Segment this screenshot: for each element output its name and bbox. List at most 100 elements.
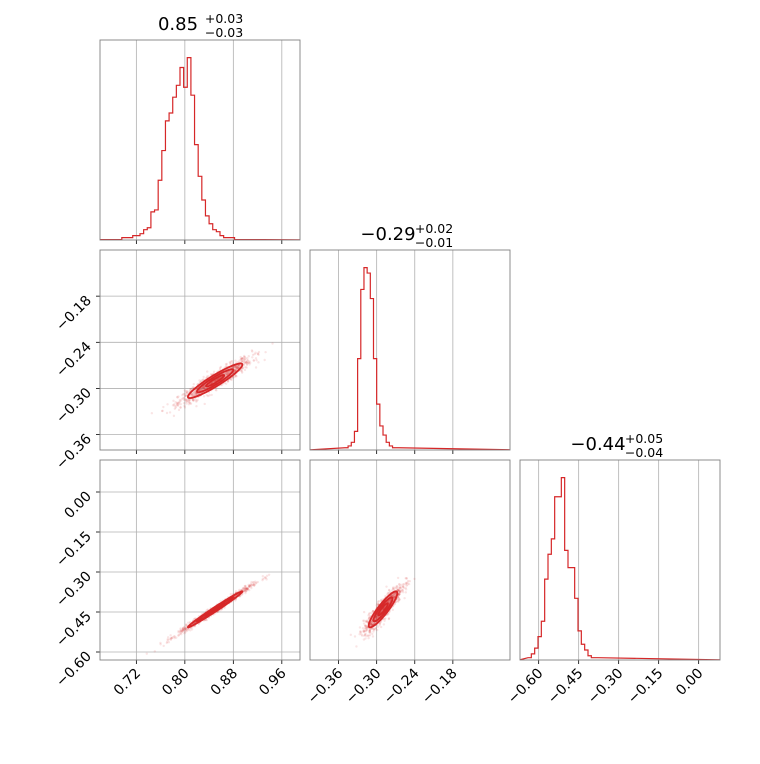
scatter-point [252,581,255,584]
scatter-point [180,397,184,401]
scatter-point [254,580,257,583]
scatter-point [182,398,186,402]
y-tick-label: −0.60 [53,649,95,691]
scatter-point [247,586,250,589]
scatter-point [391,593,395,596]
scatter-point [185,624,188,627]
scatter-point [186,399,189,402]
scatter-point [243,587,246,590]
scatter-point [413,577,416,581]
panel-content [520,477,720,660]
scatter-point [161,409,164,413]
scatter-point [261,578,264,582]
scatter-point [370,627,373,630]
scatter-point [254,582,258,585]
scatter-point [252,359,255,362]
scatter-point [370,623,373,626]
scatter-point [182,625,186,629]
scatter-point [241,357,244,360]
scatter-point [248,584,251,588]
scatter-point [366,625,369,628]
scatter-point [233,369,237,372]
scatter-point [257,350,261,354]
scatter-point [153,650,157,653]
scatter-point [398,590,401,594]
scatter-point [203,385,206,388]
scatter-point [191,398,194,401]
scatter-point [355,645,358,648]
scatter-point [195,404,198,408]
scatter-point [370,619,374,623]
scatter-point [231,361,235,365]
scatter-point [388,601,391,604]
scatter-point [178,398,182,402]
scatter-point [174,406,177,409]
scatter-point [365,627,368,631]
scatter-point [231,360,234,363]
scatter-point [384,617,387,620]
scatter-point [374,616,378,619]
scatter-point [238,588,241,592]
scatter-point [176,403,179,407]
scatter-point [245,588,248,591]
scatter-point [195,400,198,403]
scatter-point [193,393,197,396]
scatter-point [184,398,187,402]
scatter-point [173,403,176,406]
scatter-point [236,366,239,369]
scatter-point [398,592,402,595]
scatter-point [170,636,173,640]
x-tick-label: −0.18 [419,666,461,708]
scatter-point [401,589,404,592]
scatter-point [366,620,369,623]
scatter-point [187,400,190,403]
scatter-point [206,394,210,398]
scatter-point [175,636,178,639]
panel-title-plus: +0.03 [205,11,243,26]
scatter-point [187,403,191,406]
panel-title-minus: −0.01 [415,235,453,250]
panel-p20: 0.00 −0.15−0.30−0.45−0.60 0.72 0.80 0.88 0.96 [53,459,301,699]
scatter-point [254,351,257,354]
panel-frame [519,459,721,661]
scatter-point [370,623,374,626]
scatter-point [375,615,378,618]
scatter-point [369,623,373,626]
scatter-point [362,630,366,633]
scatter-point [376,615,379,619]
scatter-point [368,633,372,637]
scatter-point [177,634,180,637]
scatter-point [377,599,381,603]
scatter-point [363,633,367,636]
scatter-point [191,392,195,396]
scatter-point [392,587,395,591]
scatter-point [244,586,247,589]
scatter-point [379,599,383,603]
panel-title-value: 0.85 [158,14,198,35]
panel-title-minus: −0.04 [625,445,663,460]
scatter-point [200,386,204,390]
scatter-point [374,616,378,620]
scatter-point [240,359,243,363]
scatter-point [241,587,245,590]
scatter-point [167,638,170,642]
scatter-point [165,411,169,415]
scatter-point [393,596,396,599]
scatter-point [226,372,229,376]
panel-title-minus: −0.03 [205,25,243,40]
scatter-point [387,617,391,620]
scatter-point [235,366,238,369]
scatter-point [171,636,174,639]
scatter-point [244,591,247,595]
scatter-point [364,626,367,630]
x-tick-label: −0.30 [585,666,627,708]
scatter-point [243,588,247,592]
scatter-point [246,361,250,365]
scatter-point [190,394,194,397]
scatter-point [250,586,253,590]
scatter-point [165,641,169,645]
scatter-point [188,400,191,403]
scatter-point [391,593,395,597]
scatter-point [247,583,250,587]
